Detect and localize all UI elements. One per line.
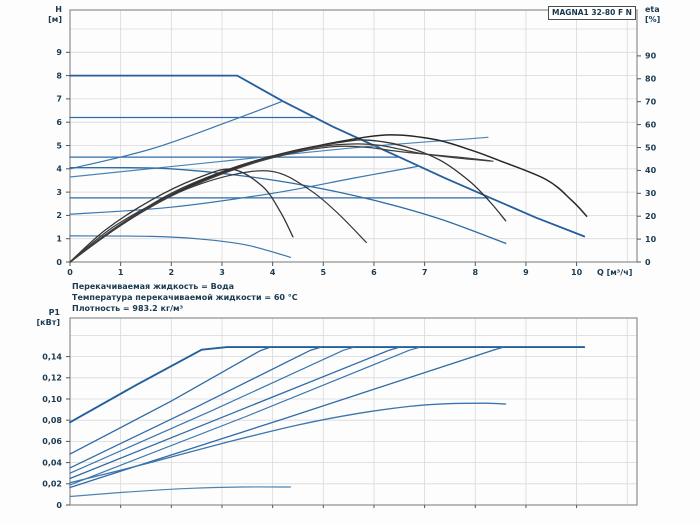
q-axis-tick-label: 5 (321, 268, 327, 277)
eta-axis-title: eta [%] (645, 5, 660, 25)
eta-setting-a-curve (69, 143, 494, 263)
qh-max-speed-III-curve (69, 74, 586, 238)
eta-axis-tick-label: 40 (645, 166, 657, 175)
h-axis-tick-label: 9 (56, 48, 62, 57)
fluid-note-medium: Перекачиваемая жидкость = Вода (72, 282, 235, 291)
p1-axis-tick-label: 0,02 (42, 480, 62, 489)
q-axis-tick-label: 8 (472, 268, 478, 277)
eta-axis-tick-label: 70 (645, 98, 657, 107)
eta-axis-tick-label: 10 (645, 235, 657, 244)
top-chart-frame (69, 9, 638, 263)
q-axis-tick-label: 9 (523, 268, 529, 277)
p1-prop-pressure-2-curve (69, 346, 421, 486)
fluid-note-temperature: Температура перекачиваемой жидкости = 60… (72, 293, 298, 302)
p1-prop-pressure-3-curve (69, 346, 271, 455)
h-axis-title-line2: [м] (48, 15, 62, 24)
q-axis-tick-label: 0 (67, 268, 73, 277)
p1-max-speed-III-curve (69, 346, 586, 424)
h-axis-tick-label: 4 (56, 165, 62, 174)
h-axis-tick-label: 3 (56, 188, 62, 197)
fluid-notes: Перекачиваемая жидкость = Вода Температу… (72, 281, 298, 314)
eta-setting-c-curve (69, 170, 367, 263)
eta-axis-tick-label: 20 (645, 212, 657, 221)
q-axis-tick-label: 3 (219, 268, 225, 277)
p1-axis-title-line1: P1 (48, 308, 60, 317)
p1-axis-tick-label: 0,12 (42, 374, 62, 383)
h-axis-tick-label: 2 (56, 211, 62, 220)
h-axis-title-line1: H (55, 5, 62, 14)
qh-prop-pressure-2-curve (69, 165, 421, 215)
h-axis-tick-label: 6 (56, 118, 62, 127)
p1-setting-riser-curve (69, 346, 355, 474)
fluid-note-density: Плотность = 983.2 кг/м³ (72, 304, 184, 313)
h-axis-tick-label: 7 (56, 95, 62, 104)
p1-axis-tick-label: 0 (56, 501, 62, 510)
q-axis-title: Q [м³/ч] (597, 268, 633, 277)
q-axis-tick-label: 1 (118, 268, 124, 277)
q-axis-tick-label: 2 (169, 268, 175, 277)
bottom-chart-frame (69, 317, 638, 506)
q-axis-tick-label: 4 (270, 268, 276, 277)
q-axis-tick-label: 6 (371, 268, 377, 277)
eta-axis-tick-label: 80 (645, 75, 657, 84)
qh-speed-II-curve (69, 166, 507, 245)
eta-speed-II-curve (69, 139, 507, 263)
q-axis-tick-label: 10 (571, 268, 583, 277)
p1-axis-title: P1 [кВт] (28, 308, 60, 328)
qh-prop-pressure-3-curve (69, 100, 284, 170)
p1-speed-II-curve (69, 402, 507, 484)
p1-axis-tick-label: 0,10 (42, 395, 62, 404)
p1-axis-tick-label: 0,14 (42, 352, 62, 361)
pump-model-badge: MAGNA1 32-80 F N (548, 6, 636, 20)
eta-axis-title-line1: eta (645, 5, 660, 14)
eta-axis-tick-label: 30 (645, 189, 657, 198)
h-axis-tick-label: 8 (56, 71, 62, 80)
eta-axis-tick-label: 60 (645, 120, 657, 129)
p1-axis-tick-label: 0,04 (42, 458, 62, 467)
p1-speed-I-curve (69, 486, 291, 498)
eta-axis-tick-label: 50 (645, 143, 657, 152)
h-axis-tick-label: 0 (56, 258, 62, 267)
p1-axis-tick-label: 0,08 (42, 416, 62, 425)
p1-axis-tick-label: 0,06 (42, 437, 62, 446)
eta-setting-b-curve (69, 145, 492, 263)
p1-axis-title-line2: [кВт] (36, 318, 60, 327)
eta-axis-tick-label: 0 (645, 258, 651, 267)
p1-const-pressure-2-curve (69, 346, 400, 480)
h-axis-title: H [м] (30, 5, 62, 25)
qh-speed-I-curve (69, 235, 291, 258)
eta-axis-tick-label: 90 (645, 52, 657, 61)
h-axis-tick-label: 1 (56, 235, 62, 244)
eta-axis-title-line2: [%] (645, 15, 661, 24)
eta-speed-I-curve (69, 168, 294, 263)
h-axis-tick-label: 5 (56, 141, 62, 150)
p1-const-pressure-1-curve (69, 346, 504, 489)
q-axis-tick-label: 7 (422, 268, 428, 277)
p1-const-pressure-3-curve (69, 346, 322, 469)
